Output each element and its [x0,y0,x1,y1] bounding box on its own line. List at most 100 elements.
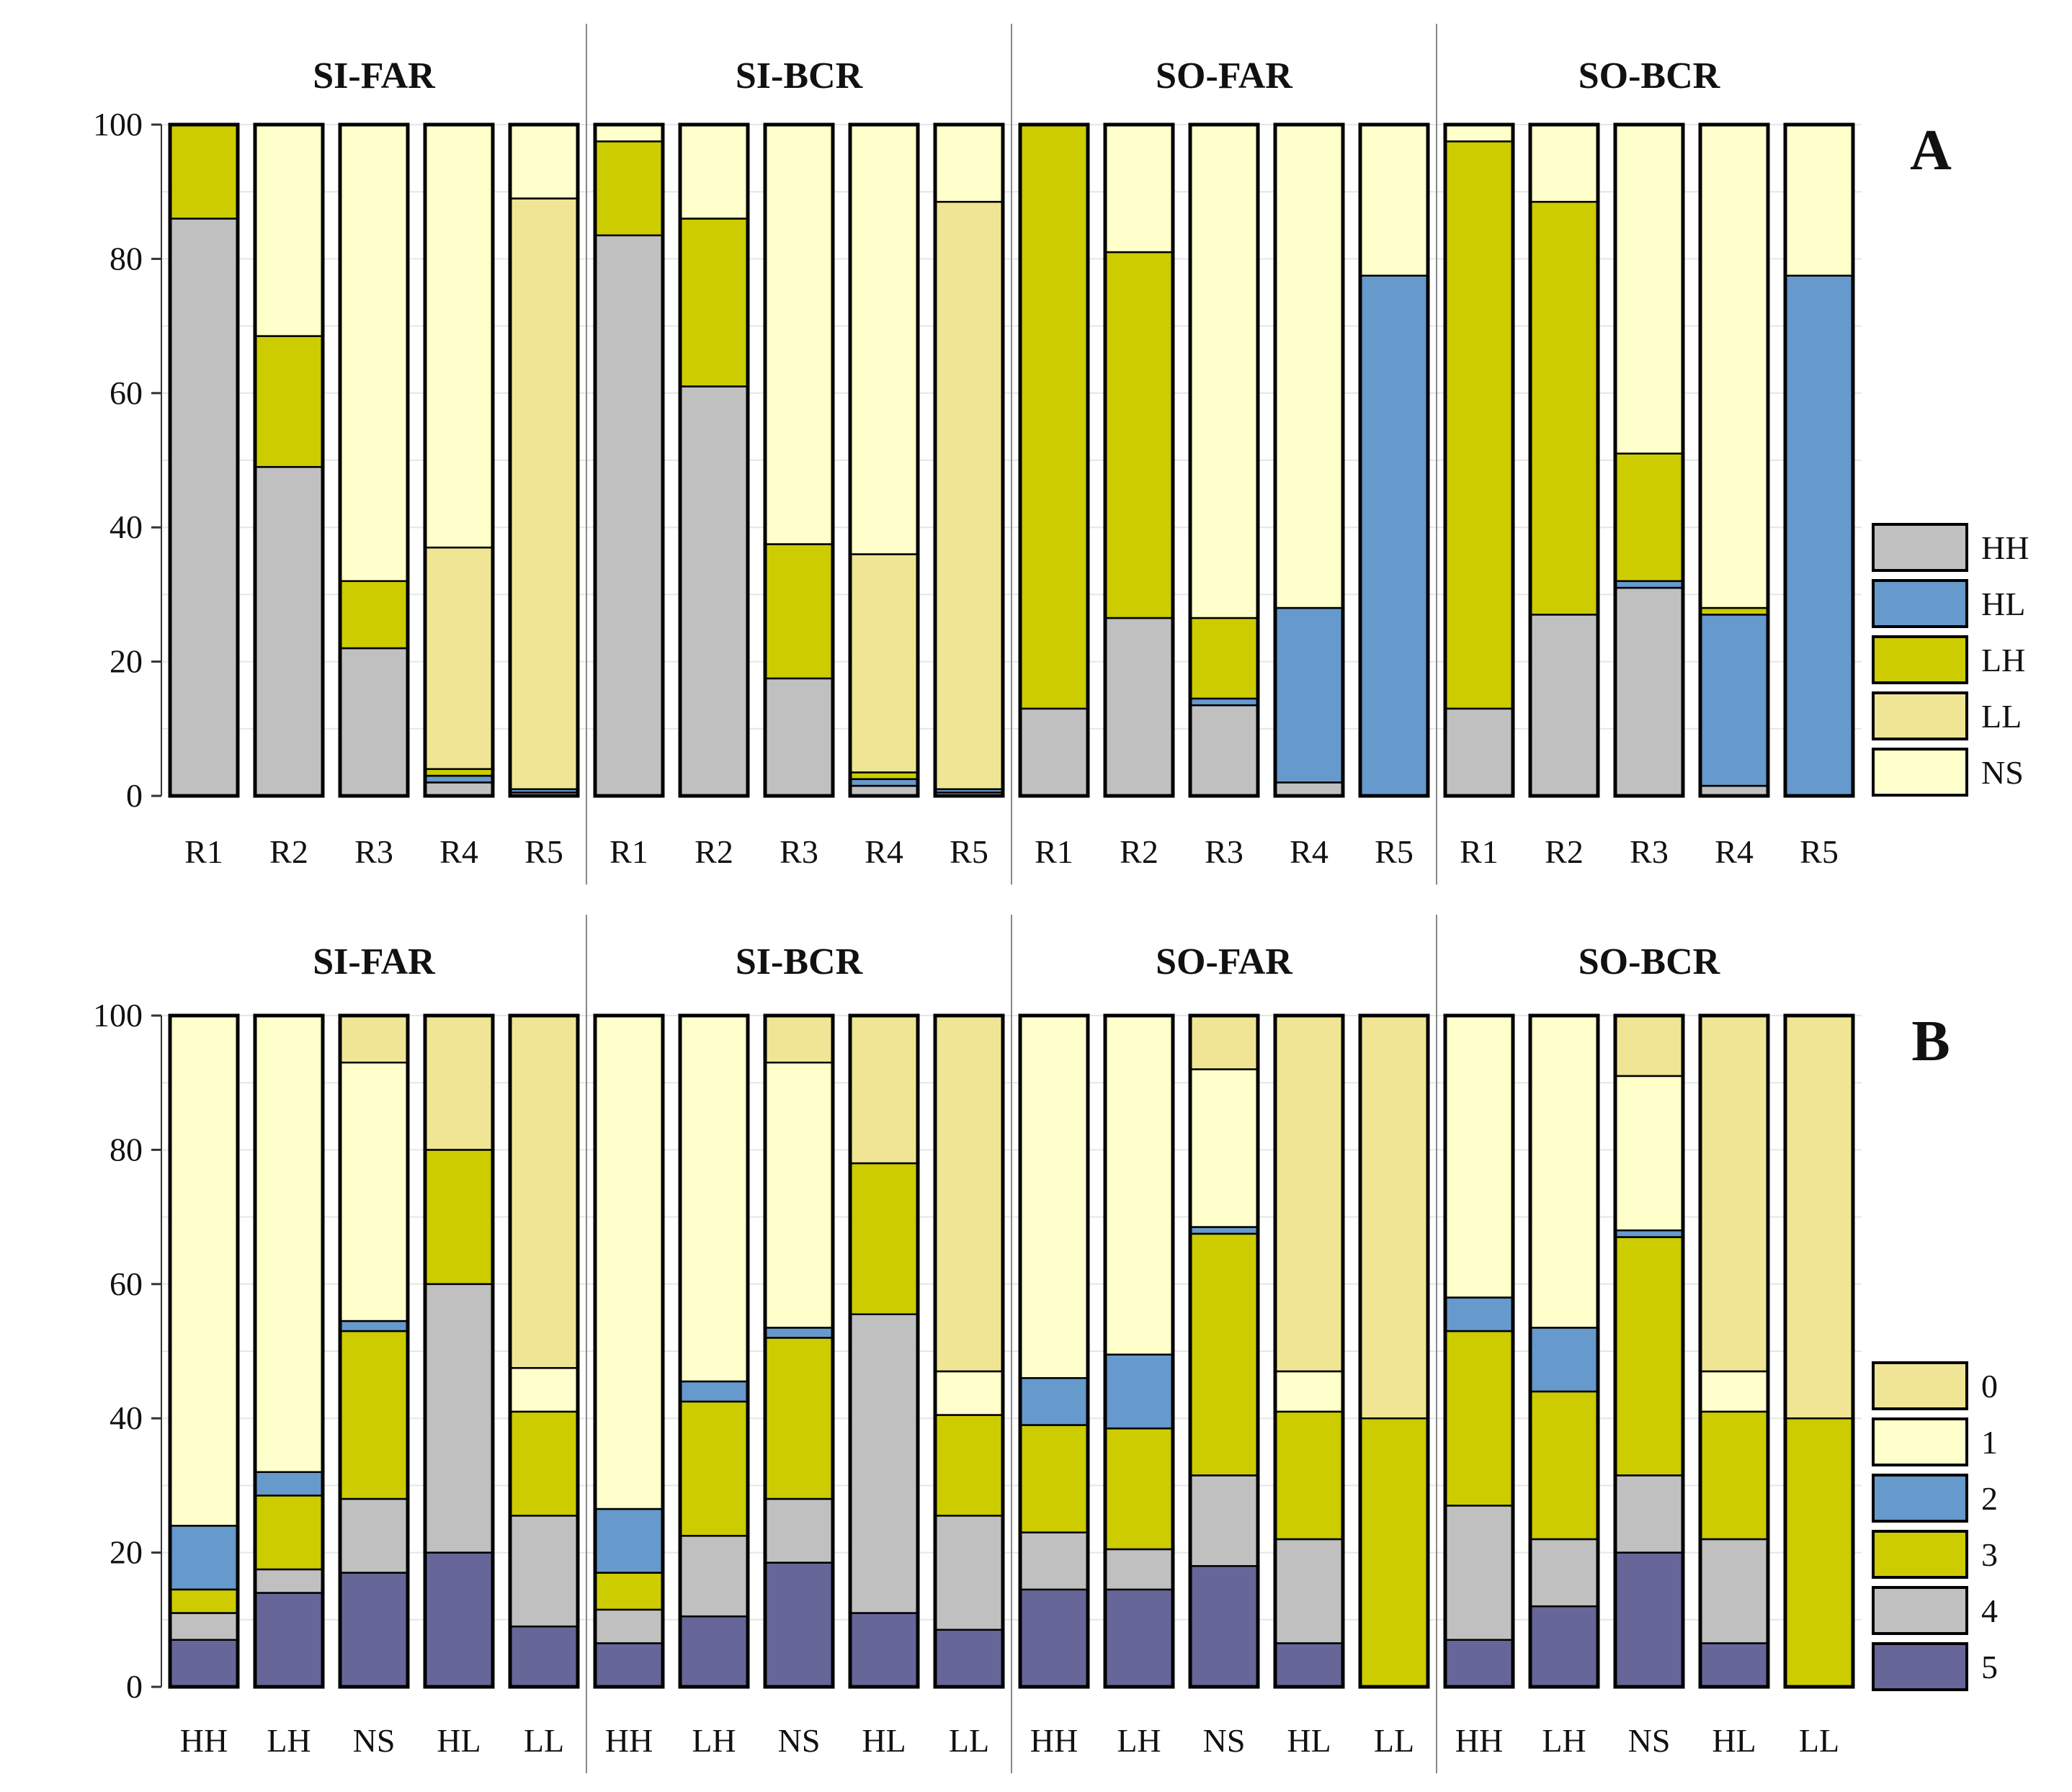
x-tick-label: LL [524,1722,564,1759]
bar-segment-4 [1444,1505,1514,1641]
bar-segment-NS [339,123,409,583]
bar-segment-NS [849,123,919,555]
bar-segment-HH [1019,707,1089,797]
bar-outline [1783,1013,1855,1689]
bar-segment-3 [424,1149,494,1286]
x-tick-label: LL [949,1722,989,1759]
stacked-bar [253,1013,325,1689]
x-tick-label: NS [1628,1722,1671,1759]
panel-letter: A [1910,119,1952,182]
bar-segment-2 [764,1327,834,1339]
bar-segment-LH [424,768,494,777]
stacked-bar [1188,122,1260,798]
stacked-bar [1188,1013,1260,1689]
bar-segment-NS [424,123,494,549]
bar-segment-2 [1529,1327,1599,1393]
bar-outline [1443,1013,1515,1689]
bar-segment-HH [679,385,749,797]
bar-segment-0 [424,1014,494,1151]
bar-outline [1443,122,1515,798]
stacked-bar [1443,1013,1515,1689]
bar-segment-HL [1189,697,1259,707]
stacked-bar [763,122,835,798]
bar-outline [1613,1013,1685,1689]
bar-outline [1103,122,1175,798]
bar-segment-5 [509,1625,579,1688]
y-tick-label: 0 [126,1668,143,1705]
bar-segment-2 [1104,1353,1174,1430]
bar-segment-LH [764,543,834,680]
bar-segment-3 [679,1400,749,1537]
stacked-bar [1358,1013,1430,1689]
bar-segment-HL [1699,614,1769,787]
bar-segment-LH [1529,200,1599,616]
x-tick-label: R5 [950,833,988,870]
bar-outline [1358,122,1430,798]
bar-outline [1698,1013,1770,1689]
bar-segment-2 [339,1320,409,1332]
x-tick-label: R3 [1630,833,1669,870]
bar-segment-0 [934,1014,1004,1373]
stacked-bar [1528,122,1600,798]
bar-segment-LL [934,200,1004,790]
group-title: SO-FAR [1156,55,1293,97]
x-tick-label: R2 [695,833,733,870]
bar-segment-HL [1359,274,1429,797]
stacked-bar [423,122,495,798]
x-tick-label: R2 [269,833,308,870]
group-title: SI-FAR [313,55,436,97]
bar-segment-LL [849,553,919,774]
bar-outline [508,1013,580,1689]
bar-segment-1 [339,1061,409,1322]
stacked-bar [423,1013,495,1689]
bar-segment-2 [169,1525,239,1591]
bar-segment-LH [1699,606,1769,616]
bar-segment-4 [1699,1538,1769,1644]
bar-segment-3 [169,1588,239,1614]
legend-label: LH [1981,642,2025,678]
stacked-bar [1103,122,1175,798]
bar-outline [1613,122,1685,798]
bar-segment-LL [424,546,494,770]
x-tick-label: LH [1542,1722,1586,1759]
bar-segment-NS [1699,123,1769,609]
legend-label: HH [1981,529,2029,566]
bar-segment-3 [1104,1427,1174,1551]
bar-segment-0 [509,1014,579,1369]
stacked-bar [848,1013,920,1689]
stacked-bar [508,1013,580,1689]
stacked-bar [1358,122,1430,798]
bar-segment-4 [849,1313,919,1614]
bar-segment-LH [1104,251,1174,619]
y-tick-label: 40 [110,509,143,545]
bar-segment-3 [1784,1417,1854,1688]
bar-segment-0 [1189,1014,1259,1070]
bar-segment-0 [764,1014,834,1064]
bar-segment-4 [424,1283,494,1554]
bar-segment-HH [169,218,239,797]
bar-segment-0 [339,1014,409,1064]
stacked-bar [1103,1013,1175,1689]
bar-segment-1 [254,1014,324,1474]
bar-outline [763,1013,835,1689]
stacked-bar [338,1013,410,1689]
bar-segment-5 [339,1572,409,1688]
bar-outline [1188,1013,1260,1689]
y-tick-label: 60 [110,1265,143,1302]
legend-swatch-4 [1872,1586,1968,1635]
bar-outline [168,122,240,798]
stacked-bar [1783,1013,1855,1689]
bar-outline [1528,122,1600,798]
bar-segment-3 [594,1572,664,1611]
bar-segment-0 [1784,1014,1854,1420]
bar-segment-3 [254,1495,324,1571]
stacked-bar [1698,122,1770,798]
stacked-bar [1018,122,1090,798]
bar-outline [253,1013,325,1689]
bar-segment-5 [1019,1588,1089,1688]
bar-segment-2 [1189,1226,1259,1235]
bar-outline [1273,1013,1345,1689]
x-tick-label: LH [692,1722,736,1759]
bar-segment-NS [1189,123,1259,619]
